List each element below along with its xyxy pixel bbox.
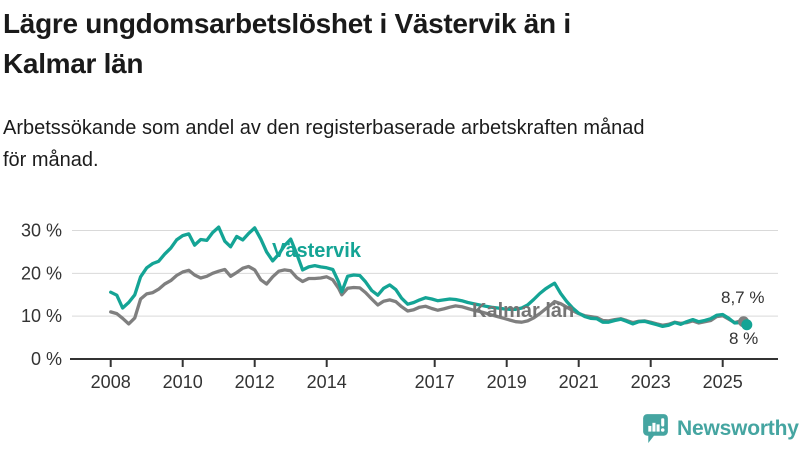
- series-line-vastervik: [109, 225, 749, 329]
- end-value-label-vastervik: 8 %: [729, 329, 759, 348]
- title-line-2: Kalmar län: [3, 47, 144, 79]
- x-axis-tick-label: 2014: [307, 372, 347, 392]
- x-axis-tick-label: 2021: [559, 372, 599, 392]
- chart-subtitle: Arbetssökande som andel av den registerb…: [3, 112, 793, 176]
- y-axis-tick-label: 20 %: [21, 263, 62, 283]
- newsworthy-logo-text: Newsworthy: [677, 416, 799, 440]
- subtitle-line-2: för månad.: [3, 149, 99, 171]
- series-label-vastervik: Västervik: [272, 240, 361, 262]
- y-axis-tick-label: 0 %: [31, 349, 62, 369]
- subtitle-line-1: Arbetssökande som andel av den registerb…: [3, 117, 645, 139]
- end-value-label-kalmar: 8,7 %: [721, 288, 765, 307]
- x-axis-tick-label: 2017: [415, 372, 455, 392]
- y-axis-tick-label: 10 %: [21, 306, 62, 326]
- x-axis-tick-label: 2025: [703, 372, 743, 392]
- bar-chart-speech-bubble-icon: [643, 414, 668, 443]
- x-axis-tick-label: 2012: [235, 372, 275, 392]
- x-axis-tick-label: 2010: [163, 372, 203, 392]
- title-line-1: Lägre ungdomsarbetslöshet i Västervik än…: [3, 8, 571, 39]
- y-axis-tick-label: 30 %: [21, 221, 62, 241]
- x-axis-tick-label: 2023: [631, 372, 671, 392]
- newsworthy-logo: Newsworthy: [641, 412, 799, 445]
- x-axis-tick-label: 2019: [487, 372, 527, 392]
- series-label-kalmar: Kalmar län: [472, 300, 575, 322]
- x-axis-tick-label: 2008: [91, 372, 131, 392]
- page-title: Lägre ungdomsarbetslöshet i Västervik än…: [3, 4, 793, 84]
- series-end-dot-vastervik: [741, 319, 753, 331]
